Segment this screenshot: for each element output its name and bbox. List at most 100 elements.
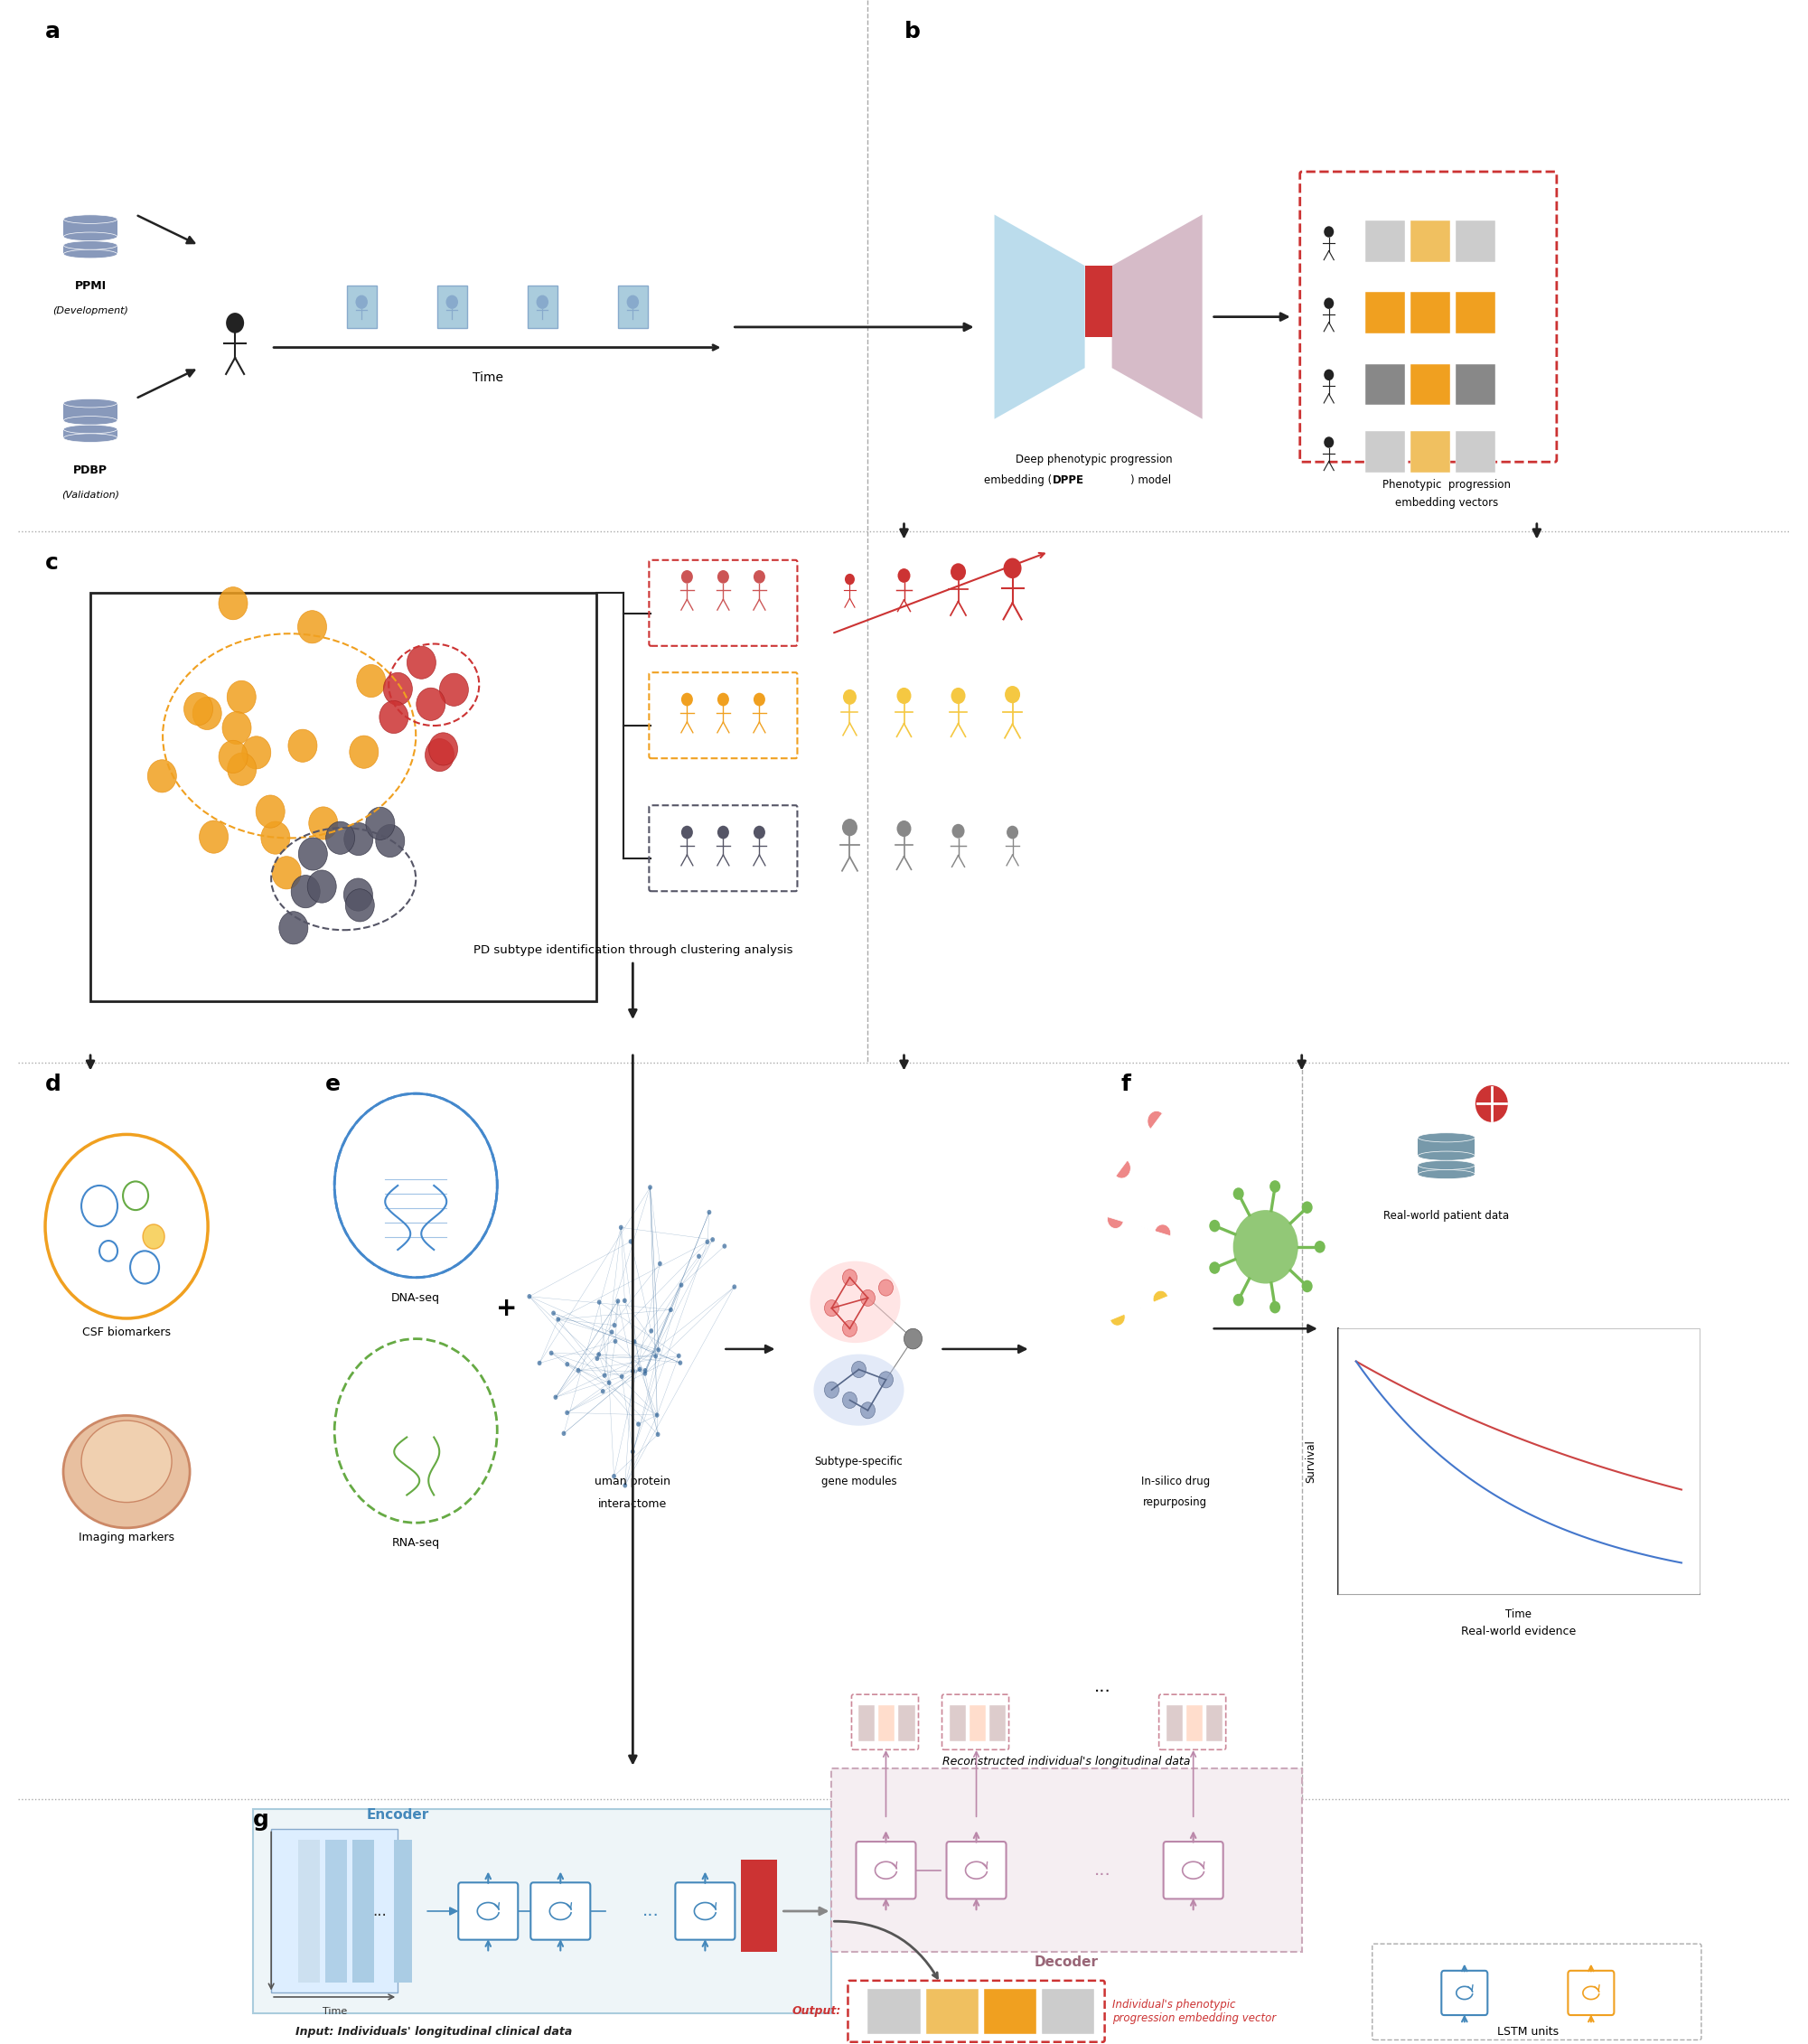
Text: g: g: [253, 1809, 269, 1831]
Polygon shape: [1116, 1112, 1163, 1177]
Circle shape: [658, 1261, 662, 1265]
Circle shape: [1269, 1179, 1280, 1192]
Ellipse shape: [334, 1339, 497, 1523]
Circle shape: [754, 826, 765, 838]
Circle shape: [723, 1243, 727, 1249]
Circle shape: [647, 1186, 653, 1190]
Text: DNA-seq: DNA-seq: [392, 1292, 439, 1304]
Bar: [868, 1989, 920, 2034]
Text: d: d: [45, 1073, 61, 1096]
Circle shape: [287, 730, 316, 762]
Circle shape: [1323, 227, 1334, 237]
Circle shape: [356, 294, 367, 309]
Text: Imaging markers: Imaging markers: [80, 1531, 174, 1543]
Ellipse shape: [1417, 1132, 1475, 1143]
Circle shape: [613, 1339, 618, 1343]
Bar: [1206, 1705, 1222, 1741]
Polygon shape: [63, 245, 118, 253]
Polygon shape: [63, 429, 118, 437]
FancyBboxPatch shape: [1085, 266, 1112, 337]
Circle shape: [219, 740, 248, 773]
Circle shape: [656, 1347, 660, 1353]
FancyBboxPatch shape: [347, 286, 376, 327]
Circle shape: [278, 912, 307, 944]
Text: +: +: [495, 1296, 517, 1320]
Circle shape: [1233, 1188, 1244, 1200]
Circle shape: [537, 294, 548, 309]
Circle shape: [1323, 437, 1334, 448]
Polygon shape: [1417, 1165, 1475, 1173]
Circle shape: [824, 1382, 839, 1398]
Circle shape: [349, 736, 378, 769]
Circle shape: [676, 1353, 682, 1359]
Circle shape: [1233, 1294, 1244, 1306]
Bar: [859, 1705, 875, 1741]
Circle shape: [595, 1355, 598, 1361]
Circle shape: [1302, 1202, 1313, 1214]
Circle shape: [732, 1284, 736, 1290]
Ellipse shape: [63, 241, 118, 249]
Polygon shape: [1417, 1136, 1475, 1157]
Circle shape: [1007, 826, 1018, 838]
Circle shape: [242, 736, 271, 769]
Circle shape: [199, 820, 228, 852]
Circle shape: [553, 1394, 557, 1400]
Circle shape: [557, 1316, 560, 1322]
Circle shape: [624, 1484, 627, 1488]
Bar: [984, 1989, 1036, 2034]
Text: LSTM units: LSTM units: [1497, 2026, 1558, 2038]
Circle shape: [226, 313, 244, 333]
Circle shape: [656, 1433, 660, 1437]
Text: Treated: Treated: [1483, 1355, 1517, 1363]
Bar: [1166, 1705, 1182, 1741]
Bar: [1410, 431, 1450, 472]
Text: Phenotypic  progression: Phenotypic progression: [1383, 478, 1510, 491]
Circle shape: [298, 611, 327, 644]
Text: (Validation): (Validation): [61, 491, 119, 499]
Ellipse shape: [63, 1414, 190, 1529]
Ellipse shape: [63, 399, 118, 407]
Text: Features: Features: [289, 1889, 297, 1934]
Circle shape: [613, 1322, 617, 1329]
Ellipse shape: [63, 425, 118, 433]
Polygon shape: [994, 215, 1085, 419]
Bar: [1410, 292, 1450, 333]
Polygon shape: [1106, 1216, 1172, 1237]
FancyBboxPatch shape: [741, 1860, 777, 1952]
Circle shape: [669, 1308, 673, 1312]
FancyBboxPatch shape: [353, 1840, 374, 1983]
Circle shape: [1003, 558, 1022, 578]
Text: uman protein: uman protein: [595, 1476, 671, 1488]
Circle shape: [228, 752, 257, 785]
Text: ) model: ) model: [1130, 474, 1172, 486]
Circle shape: [629, 1239, 633, 1245]
FancyBboxPatch shape: [1441, 1970, 1488, 2015]
Text: Output:: Output:: [792, 2005, 841, 2017]
Circle shape: [257, 795, 286, 828]
Circle shape: [1005, 687, 1020, 703]
Circle shape: [631, 1449, 635, 1453]
Circle shape: [222, 711, 251, 744]
Ellipse shape: [63, 233, 118, 241]
Circle shape: [682, 570, 692, 583]
Text: PD subtype identification through clustering analysis: PD subtype identification through cluste…: [474, 944, 792, 957]
Text: Input: Individuals' longitudinal clinical data: Input: Individuals' longitudinal clinica…: [295, 2026, 573, 2038]
Circle shape: [562, 1431, 566, 1435]
Polygon shape: [1112, 215, 1202, 419]
Text: e: e: [325, 1073, 340, 1096]
FancyBboxPatch shape: [857, 1842, 917, 1899]
Polygon shape: [1110, 1290, 1168, 1327]
Circle shape: [1210, 1261, 1220, 1273]
Bar: [1455, 292, 1495, 333]
Circle shape: [566, 1361, 570, 1367]
Circle shape: [550, 1351, 553, 1355]
Text: ...: ...: [372, 1903, 387, 1919]
Text: interactome: interactome: [598, 1498, 667, 1511]
Circle shape: [843, 1392, 857, 1408]
Bar: [1410, 364, 1450, 405]
Circle shape: [707, 1210, 711, 1214]
Circle shape: [754, 693, 765, 705]
Circle shape: [334, 1094, 497, 1278]
Circle shape: [564, 1410, 570, 1414]
Circle shape: [447, 294, 457, 309]
